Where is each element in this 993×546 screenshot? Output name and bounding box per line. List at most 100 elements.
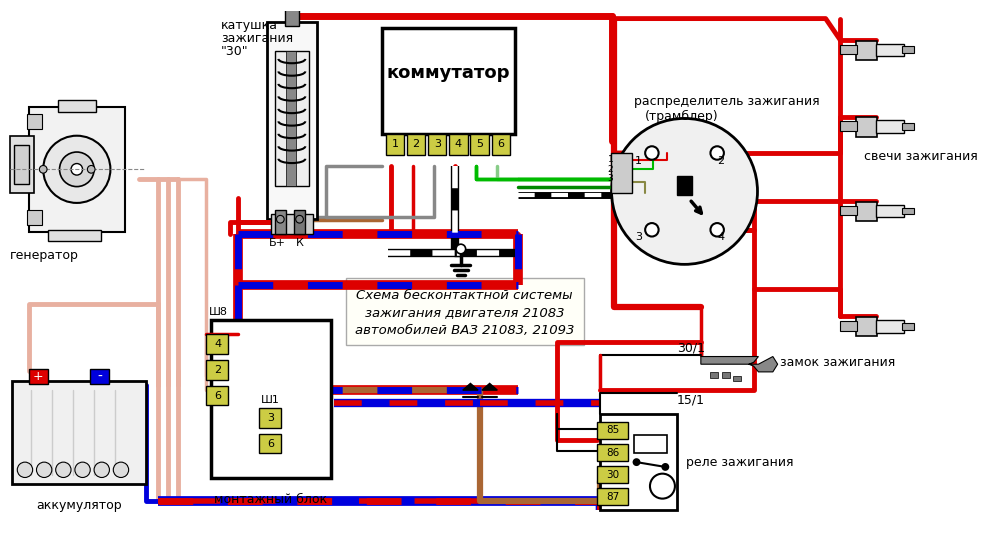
Bar	[294, 210, 305, 234]
Text: 6: 6	[497, 139, 504, 150]
Bar	[840, 121, 857, 131]
Bar	[271, 215, 313, 234]
Text: Ш8: Ш8	[210, 307, 228, 317]
Text: 1: 1	[608, 155, 614, 164]
Text: 4: 4	[214, 339, 221, 349]
Circle shape	[94, 462, 109, 478]
Text: аккумулятор: аккумулятор	[36, 498, 121, 512]
Text: Б+: Б+	[269, 239, 286, 248]
Polygon shape	[677, 176, 692, 195]
Bar	[856, 117, 878, 136]
Bar	[12, 381, 146, 484]
Text: 3: 3	[434, 139, 441, 150]
Text: генератор: генератор	[10, 249, 78, 262]
Circle shape	[710, 146, 724, 160]
Bar	[722, 372, 730, 378]
Bar	[90, 369, 109, 384]
Bar	[903, 123, 914, 130]
Bar	[212, 320, 332, 478]
Bar	[734, 376, 741, 382]
Text: 15/1: 15/1	[677, 393, 705, 406]
Text: 6: 6	[267, 439, 274, 449]
Bar	[259, 434, 281, 454]
Polygon shape	[482, 383, 497, 390]
Bar	[840, 45, 857, 54]
Circle shape	[456, 244, 466, 254]
Bar	[597, 444, 628, 461]
Circle shape	[40, 165, 47, 173]
Circle shape	[37, 462, 52, 478]
Bar	[471, 134, 489, 155]
Bar	[600, 414, 677, 510]
Text: реле зажигания: реле зажигания	[686, 455, 794, 468]
Bar	[259, 408, 281, 428]
Bar	[10, 136, 34, 193]
Bar	[275, 51, 309, 186]
Circle shape	[645, 146, 658, 160]
Text: 6: 6	[214, 391, 221, 401]
Text: зажигания двигателя 21083: зажигания двигателя 21083	[364, 307, 564, 319]
Bar	[611, 153, 632, 193]
Bar	[428, 134, 447, 155]
Bar	[597, 466, 628, 483]
Text: 3: 3	[635, 233, 641, 242]
Bar	[856, 40, 878, 60]
Bar	[407, 134, 425, 155]
Text: 86: 86	[606, 448, 620, 458]
Text: 85: 85	[606, 425, 620, 436]
Circle shape	[71, 164, 82, 175]
Text: +: +	[33, 370, 44, 383]
Bar	[903, 323, 914, 330]
Text: замок зажигания: замок зажигания	[780, 356, 895, 369]
Text: К: К	[296, 239, 304, 248]
Text: 3: 3	[267, 413, 274, 423]
Circle shape	[74, 462, 90, 478]
Bar	[840, 321, 857, 331]
Circle shape	[44, 136, 110, 203]
Text: коммутатор: коммутатор	[386, 64, 510, 82]
Text: 2: 2	[718, 156, 725, 165]
Bar	[207, 386, 228, 406]
Circle shape	[710, 223, 724, 236]
Text: 5: 5	[476, 139, 483, 150]
Circle shape	[56, 462, 71, 478]
Text: 87: 87	[606, 492, 620, 502]
Bar	[29, 107, 125, 232]
Text: зажигания: зажигания	[220, 32, 293, 45]
Bar	[285, 9, 299, 26]
Text: 4: 4	[455, 139, 462, 150]
Text: (трамблер): (трамблер)	[645, 110, 719, 123]
Text: распределитель зажигания: распределитель зажигания	[634, 96, 819, 109]
Bar	[876, 320, 905, 333]
Bar	[382, 28, 514, 134]
Text: свечи зажигания: свечи зажигания	[864, 150, 978, 163]
Circle shape	[60, 152, 94, 187]
Circle shape	[662, 464, 668, 470]
Circle shape	[612, 118, 758, 264]
Bar	[48, 230, 101, 241]
Bar	[286, 51, 296, 186]
Bar	[275, 210, 286, 234]
Text: катушка: катушка	[220, 19, 278, 32]
Circle shape	[276, 215, 284, 223]
Bar	[492, 134, 509, 155]
Bar	[27, 114, 43, 129]
Bar	[597, 488, 628, 506]
Text: 1: 1	[635, 156, 641, 165]
Bar	[856, 317, 878, 336]
Text: 4: 4	[718, 233, 725, 242]
Bar	[876, 205, 905, 217]
Circle shape	[645, 223, 658, 236]
Circle shape	[17, 462, 33, 478]
Bar	[903, 46, 914, 53]
Text: 2: 2	[214, 365, 221, 375]
Bar	[29, 369, 48, 384]
Bar	[207, 360, 228, 379]
Bar	[207, 335, 228, 354]
Circle shape	[113, 462, 129, 478]
Bar	[449, 134, 468, 155]
Text: Ш1: Ш1	[261, 395, 280, 405]
Text: автомобилей ВАЗ 21083, 21093: автомобилей ВАЗ 21083, 21093	[355, 324, 574, 337]
Bar	[710, 372, 718, 378]
Circle shape	[87, 165, 95, 173]
